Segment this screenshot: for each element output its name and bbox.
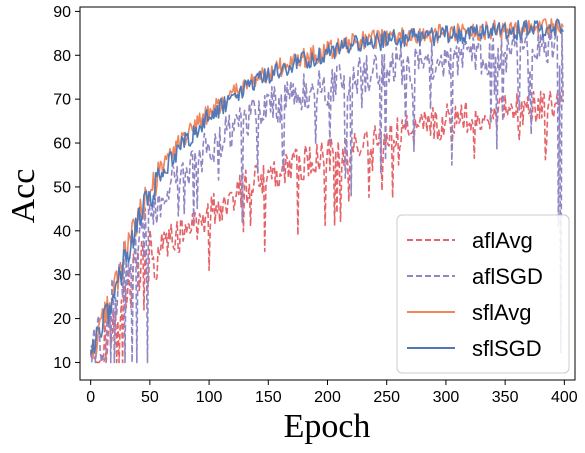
- legend-label-aflAvg: aflAvg: [472, 228, 533, 253]
- series-layer: [89, 18, 564, 364]
- y-tick-label: 90: [53, 4, 71, 21]
- y-tick-label: 10: [53, 355, 71, 372]
- legend-label-sflAvg: sflAvg: [472, 300, 532, 325]
- x-axis-title: Epoch: [284, 408, 371, 445]
- x-tick-label: 250: [373, 389, 400, 406]
- series-line-aflAvg: [89, 88, 564, 364]
- legend: aflAvg aflSGD sflAvg sflSGD: [396, 214, 570, 374]
- y-axis-title: Acc: [5, 169, 42, 224]
- x-tick-label: 50: [141, 389, 159, 406]
- x-tick-label: 0: [86, 389, 95, 406]
- legend-label-aflSGD: aflSGD: [472, 264, 543, 289]
- x-tick-label: 150: [255, 389, 282, 406]
- x-tick-label: 400: [551, 389, 578, 406]
- y-tick-label: 50: [53, 179, 71, 196]
- series-line-aflSGD: [89, 30, 564, 364]
- y-tick-label: 40: [53, 223, 71, 240]
- legend-box: [396, 214, 570, 374]
- x-axis: 0 50 100 150 200 250 300 350 400: [86, 380, 578, 406]
- x-tick-label: 200: [314, 389, 341, 406]
- y-tick-label: 80: [53, 48, 71, 65]
- y-tick-label: 30: [53, 267, 71, 284]
- x-tick-label: 300: [433, 389, 460, 406]
- series-line-sflSGD: [89, 18, 564, 355]
- legend-label-sflSGD: sflSGD: [472, 336, 542, 361]
- y-axis: 10 20 30 40 50 60 70 80 90: [53, 4, 80, 372]
- y-tick-label: 20: [53, 311, 71, 328]
- x-tick-label: 350: [492, 389, 519, 406]
- y-tick-label: 60: [53, 136, 71, 153]
- x-tick-label: 100: [196, 389, 223, 406]
- y-tick-label: 70: [53, 92, 71, 109]
